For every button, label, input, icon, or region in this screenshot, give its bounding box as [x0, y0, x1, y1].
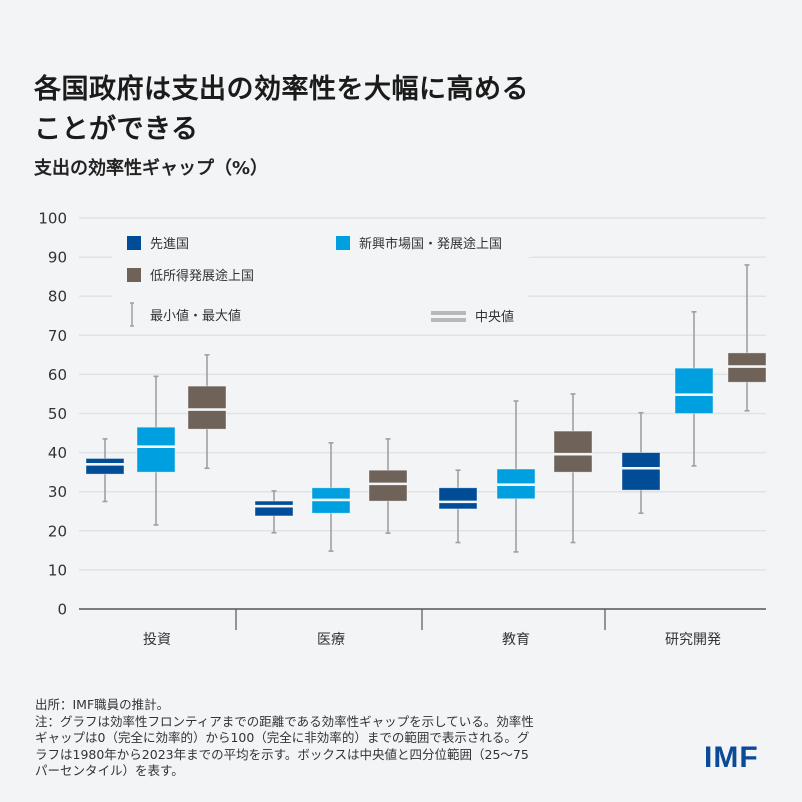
y-tick-label: 80: [48, 288, 67, 306]
legend-item-advanced: 先進国: [127, 236, 189, 252]
y-tick-label: 0: [57, 601, 67, 619]
legend-item-median: 中央値: [431, 309, 514, 325]
legend-background-top: [228, 227, 533, 257]
chart-title-line-2: ことができる: [34, 114, 199, 145]
box-low-income-3: [727, 264, 767, 412]
category-label-health: 医療: [317, 631, 345, 648]
legend-label-median: 中央値: [475, 309, 514, 325]
box-low-income-2: [553, 393, 593, 544]
category-label-investment: 投資: [143, 632, 171, 648]
box-emerging-0: [136, 375, 176, 526]
box-emerging-2: [496, 400, 536, 553]
category-label-research-development: 研究開発: [665, 632, 721, 648]
iqr-box: [553, 430, 593, 473]
box-advanced-1: [254, 490, 294, 534]
x-axis-category-labels: 投資 医療 教育 研究開発: [143, 631, 721, 648]
box-low-income-1: [368, 438, 408, 534]
box-emerging-1: [311, 442, 351, 552]
chart-title-line-1: 各国政府は支出の効率性を大幅に高める: [34, 74, 529, 105]
whisker-legend-icon: [130, 302, 134, 327]
box-advanced-2: [438, 469, 478, 544]
legend-label-emerging: 新興市場国・発展途上国: [359, 236, 502, 252]
legend-label-advanced: 先進国: [150, 237, 189, 252]
iqr-box: [187, 385, 227, 430]
y-axis-tick-labels: 0 10 20 30 40 50 60 70 80 90 100: [38, 210, 67, 619]
note-line-1: 注：グラフは効率性フロンティアまでの距離である効率性ギャップを示している。効率性: [35, 713, 534, 729]
note-line-4: パーセンタイル）を表す。: [35, 763, 184, 778]
legend-label-low-income: 低所得発展途上国: [150, 268, 254, 284]
y-tick-label: 100: [38, 210, 67, 228]
box-advanced-3: [621, 411, 661, 515]
median-legend-icon: [431, 311, 466, 322]
y-tick-label: 20: [48, 522, 67, 540]
chart-title: 各国政府は支出の効率性を大幅に高める ことができる: [34, 70, 674, 150]
category-label-education: 教育: [502, 632, 530, 648]
imf-logo: IMF: [704, 741, 759, 774]
iqr-box: [136, 426, 176, 473]
box-low-income-0: [187, 354, 227, 470]
chart-subtitle: 支出の効率性ギャップ（%）: [34, 158, 269, 179]
iqr-box: [438, 487, 478, 510]
legend-swatch-advanced: [127, 236, 141, 250]
chart-notes: 出所：IMF職員の推計。 注：グラフは効率性フロンティアまでの距離である効率性ギ…: [35, 697, 675, 780]
note-line-2: ギャップは0（完全に効率的）から100（完全に非効率的）までの範囲で表示される。…: [35, 730, 530, 745]
legend-item-low-income: 低所得発展途上国: [127, 268, 254, 284]
x-axis: [79, 608, 766, 630]
iqr-box: [368, 469, 408, 502]
iqr-box: [621, 452, 661, 491]
iqr-box: [85, 458, 125, 475]
legend-item-min-max: 最小値・最大値: [130, 302, 241, 327]
source-note: 出所：IMF職員の推計。: [35, 697, 170, 712]
box-plots: [85, 264, 767, 553]
legend-label-min-max: 最小値・最大値: [150, 308, 241, 324]
note-line-3: ラフは1980年から2023年までの平均を示す。ボックスは中央値と四分位範囲（2…: [35, 746, 529, 762]
box-emerging-3: [674, 311, 714, 467]
iqr-box: [674, 367, 714, 414]
y-tick-label: 90: [48, 249, 67, 267]
y-tick-label: 50: [48, 405, 67, 423]
legend: 先進国 新興市場国・発展途上国 低所得発展途上国 最小値・最大値 中央値: [127, 236, 514, 327]
y-tick-label: 60: [48, 366, 67, 384]
y-tick-label: 70: [48, 327, 67, 345]
box-advanced-0: [85, 438, 125, 503]
iqr-box: [254, 500, 294, 517]
legend-swatch-emerging: [336, 236, 350, 250]
y-tick-label: 40: [48, 444, 67, 462]
legend-swatch-low-income: [127, 268, 141, 282]
y-tick-label: 10: [48, 561, 67, 579]
legend-background-mid: [228, 257, 528, 332]
legend-item-emerging: 新興市場国・発展途上国: [336, 236, 502, 252]
gridlines: [79, 217, 766, 571]
y-tick-label: 30: [48, 483, 67, 501]
